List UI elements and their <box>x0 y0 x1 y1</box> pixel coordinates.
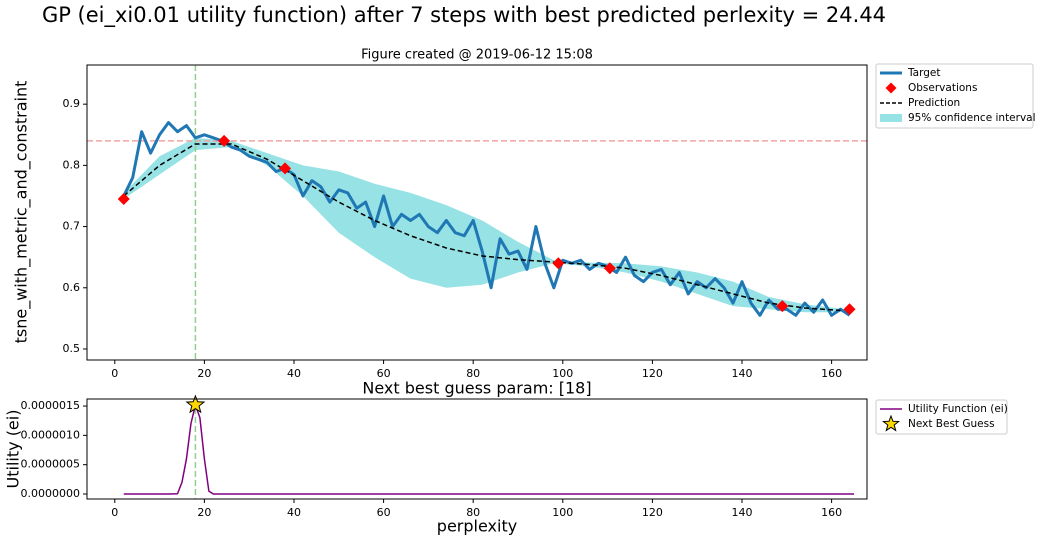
y-tick-label: 0.9 <box>63 97 81 110</box>
y-tick-label: 0.0000015 <box>21 399 81 412</box>
plot-area <box>87 65 867 360</box>
line <box>123 404 855 495</box>
y-tick-label: 0.0000005 <box>21 458 81 471</box>
x-tick-label: 40 <box>287 506 301 519</box>
marker <box>603 262 616 275</box>
figure-title: GP (ei_xi0.01 utility function) after 7 … <box>42 3 886 28</box>
legend-swatch <box>882 414 900 432</box>
marker <box>279 162 292 175</box>
legend-label: Observations <box>908 82 977 94</box>
x-tick-label: 60 <box>377 367 391 380</box>
legend-label: Target <box>907 67 940 79</box>
x-tick-label: 120 <box>642 506 663 519</box>
x-tick-label: 20 <box>197 506 211 519</box>
legend-label: Utility Function (ei) <box>908 403 1008 415</box>
x-tick-label: 0 <box>111 367 118 380</box>
x-tick-label: 120 <box>642 367 663 380</box>
marker <box>843 303 856 316</box>
marker <box>552 257 565 270</box>
legend-swatch <box>880 114 902 122</box>
confidence-band <box>123 137 841 313</box>
line <box>123 143 841 312</box>
legend-box <box>875 399 1008 435</box>
y-tick-label: 0.5 <box>63 342 81 355</box>
y-axis-label: tsne_with_metric_and_constraint <box>12 81 32 344</box>
legend-label: Prediction <box>908 97 960 109</box>
chart-title: Next best guess param: [18] <box>362 379 591 398</box>
y-axis-label: Utility (ei) <box>4 410 23 489</box>
y-tick-label: 0.8 <box>63 158 81 171</box>
chart-title: Figure created @ 2019-06-12 15:08 <box>361 48 593 63</box>
legend-box <box>875 63 1034 129</box>
x-axis-label: perplexity <box>437 517 517 536</box>
line <box>122 121 851 317</box>
legend-label: Next Best Guess <box>908 418 995 430</box>
x-tick-label: 100 <box>552 367 573 380</box>
x-tick-label: 160 <box>821 506 842 519</box>
x-tick-label: 60 <box>377 506 391 519</box>
y-tick-label: 0.7 <box>63 220 81 233</box>
legend-swatch <box>885 82 897 94</box>
x-tick-label: 160 <box>821 367 842 380</box>
x-tick-label: 100 <box>552 506 573 519</box>
marker <box>185 394 206 414</box>
x-tick-label: 40 <box>287 367 301 380</box>
axes-frame <box>86 64 868 361</box>
x-tick-label: 0 <box>111 506 118 519</box>
plot-area <box>123 399 855 499</box>
y-tick-label: 0.0000000 <box>21 487 81 500</box>
x-tick-label: 140 <box>732 367 753 380</box>
x-tick-label: 20 <box>197 367 211 380</box>
marker <box>218 134 231 147</box>
y-tick-label: 0.6 <box>63 281 81 294</box>
y-tick-label: 0.0000010 <box>21 428 81 441</box>
x-tick-label: 80 <box>466 367 480 380</box>
legend-label: 95% confidence interval <box>908 112 1036 124</box>
axes-frame <box>86 398 868 500</box>
marker <box>117 193 130 206</box>
marker <box>776 300 789 313</box>
x-tick-label: 80 <box>466 506 480 519</box>
x-tick-label: 140 <box>732 506 753 519</box>
